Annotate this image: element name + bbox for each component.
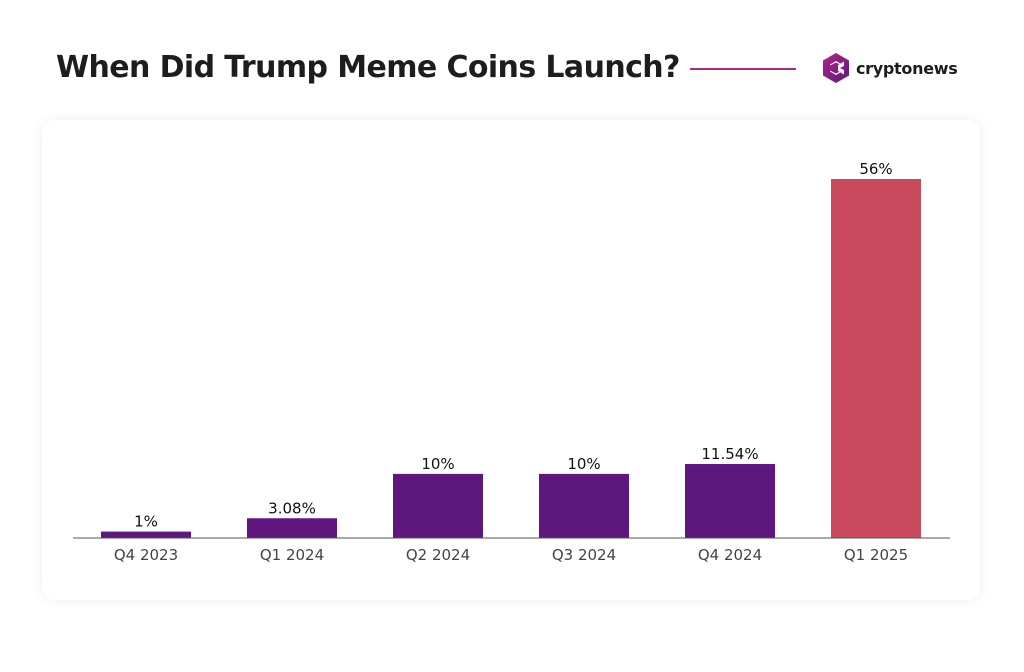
- bars-group: [101, 179, 921, 538]
- category-label: Q2 2024: [406, 546, 470, 564]
- category-label: Q1 2025: [844, 546, 908, 564]
- value-label: 56%: [859, 160, 892, 178]
- category-label: Q4 2023: [114, 546, 178, 564]
- bar-q3-2024: [539, 473, 629, 538]
- value-label: 11.54%: [701, 445, 758, 463]
- chart-card: 1% 3.08% 10% 10% 11.54% 56% Q4 2023 Q1 2024 Q2 …: [42, 120, 980, 600]
- bar-q1-2024: [247, 518, 337, 538]
- value-labels-group: 1% 3.08% 10% 10% 11.54% 56%: [134, 160, 893, 531]
- cryptonews-logo-icon: [823, 53, 849, 83]
- bar-q4-2023: [101, 531, 191, 538]
- bar-q4-2024: [685, 464, 775, 538]
- category-label: Q4 2024: [698, 546, 762, 564]
- chart-header: When Did Trump Meme Coins Launch? crypto…: [0, 0, 1024, 120]
- value-label: 1%: [134, 513, 158, 531]
- value-label: 10%: [567, 455, 600, 473]
- value-label: 3.08%: [268, 499, 316, 517]
- bar-chart: 1% 3.08% 10% 10% 11.54% 56% Q4 2023 Q1 2024 Q2 …: [73, 160, 950, 564]
- brand: cryptonews: [820, 52, 958, 84]
- category-label: Q1 2024: [260, 546, 324, 564]
- bar-q1-2025: [831, 179, 921, 538]
- brand-name: cryptonews: [856, 58, 958, 78]
- value-label: 10%: [421, 455, 454, 473]
- category-labels-group: Q4 2023 Q1 2024 Q2 2024 Q3 2024 Q4 2024 Q1 20…: [114, 546, 908, 564]
- chart-title: When Did Trump Meme Coins Launch?: [56, 50, 680, 85]
- bar-q2-2024: [393, 473, 483, 538]
- category-label: Q3 2024: [552, 546, 616, 564]
- title-divider-line: [690, 68, 796, 70]
